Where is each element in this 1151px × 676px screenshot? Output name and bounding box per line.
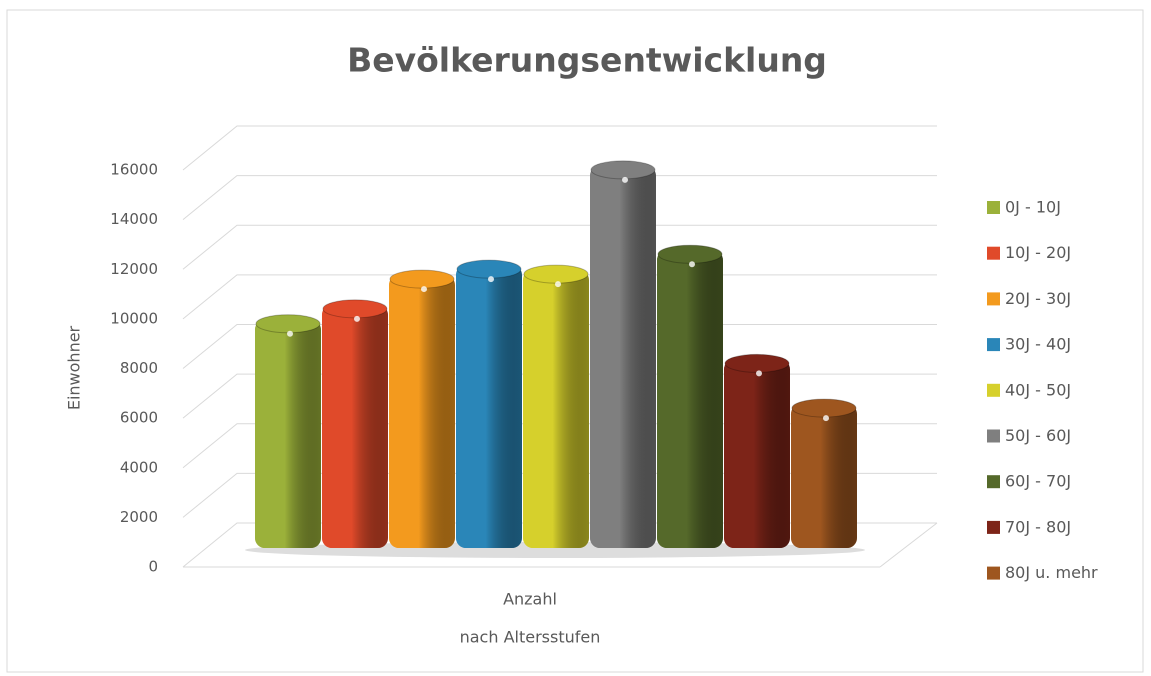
bar [456, 265, 522, 548]
y-tick-label: 8000 [120, 359, 158, 377]
bar [657, 250, 723, 548]
legend-label: 50J - 60J [1005, 426, 1071, 445]
bar-highlight [421, 286, 427, 293]
bar-cap [322, 299, 388, 319]
legend-label: 60J - 70J [1005, 472, 1071, 491]
y-tick-label: 4000 [120, 458, 158, 476]
y-axis-label: Einwohner [65, 325, 84, 410]
y-tick-label: 12000 [110, 260, 158, 278]
bar-cap [590, 160, 656, 180]
bar [724, 359, 790, 548]
bar-highlight [756, 370, 762, 377]
grid-line [182, 175, 937, 221]
bar-cap [724, 353, 790, 373]
bar [322, 304, 388, 548]
legend-label: 80J u. mehr [1005, 563, 1098, 582]
legend-swatch [987, 201, 1000, 214]
bar-cap [523, 264, 589, 284]
bar [791, 404, 857, 548]
bar-cap [255, 314, 321, 334]
y-tick-label: 2000 [120, 508, 158, 526]
legend-swatch [987, 566, 1000, 580]
grid-line [182, 224, 937, 270]
legend-swatch [987, 338, 1000, 352]
bar-cap [657, 244, 723, 264]
legend-label: 30J - 40J [1005, 335, 1071, 354]
bar [590, 165, 656, 548]
bar-cap [389, 269, 455, 289]
legend-swatch [987, 246, 1000, 260]
legend-swatch [987, 475, 1000, 489]
legend-swatch [987, 429, 1000, 443]
bar-highlight [555, 281, 561, 288]
legend-label: 0J - 10J [1005, 198, 1061, 217]
bar-highlight [622, 176, 628, 183]
x-axis-label: nach Altersstufen [460, 628, 601, 647]
legend-label: 20J - 30J [1005, 289, 1071, 308]
bar-highlight [689, 261, 695, 268]
bar-cap [791, 398, 857, 418]
y-tick-label: 14000 [110, 210, 158, 228]
legend-swatch [987, 383, 1000, 397]
chart-title: Bevölkerungsentwicklung [347, 41, 827, 80]
x-tick-label: Anzahl [503, 590, 557, 609]
bar-highlight [823, 415, 829, 422]
legend-swatch [987, 520, 1000, 534]
y-tick-label: 6000 [120, 409, 158, 427]
bar-highlight [354, 315, 360, 322]
y-tick-label: 16000 [110, 161, 158, 179]
legend-label: 10J - 20J [1005, 243, 1071, 262]
bar [523, 270, 589, 548]
bar [389, 275, 455, 548]
bar-highlight [287, 330, 293, 337]
legend-label: 40J - 50J [1005, 380, 1071, 399]
y-tick-label: 0 [148, 558, 158, 576]
bar-cap [456, 259, 522, 279]
grid-line [182, 125, 937, 171]
legend-swatch [987, 292, 1000, 306]
bar-highlight [488, 276, 494, 283]
y-tick-label: 10000 [110, 309, 158, 327]
floor-edge [879, 522, 938, 568]
legend-label: 70J - 80J [1005, 517, 1071, 536]
bar [255, 319, 321, 548]
